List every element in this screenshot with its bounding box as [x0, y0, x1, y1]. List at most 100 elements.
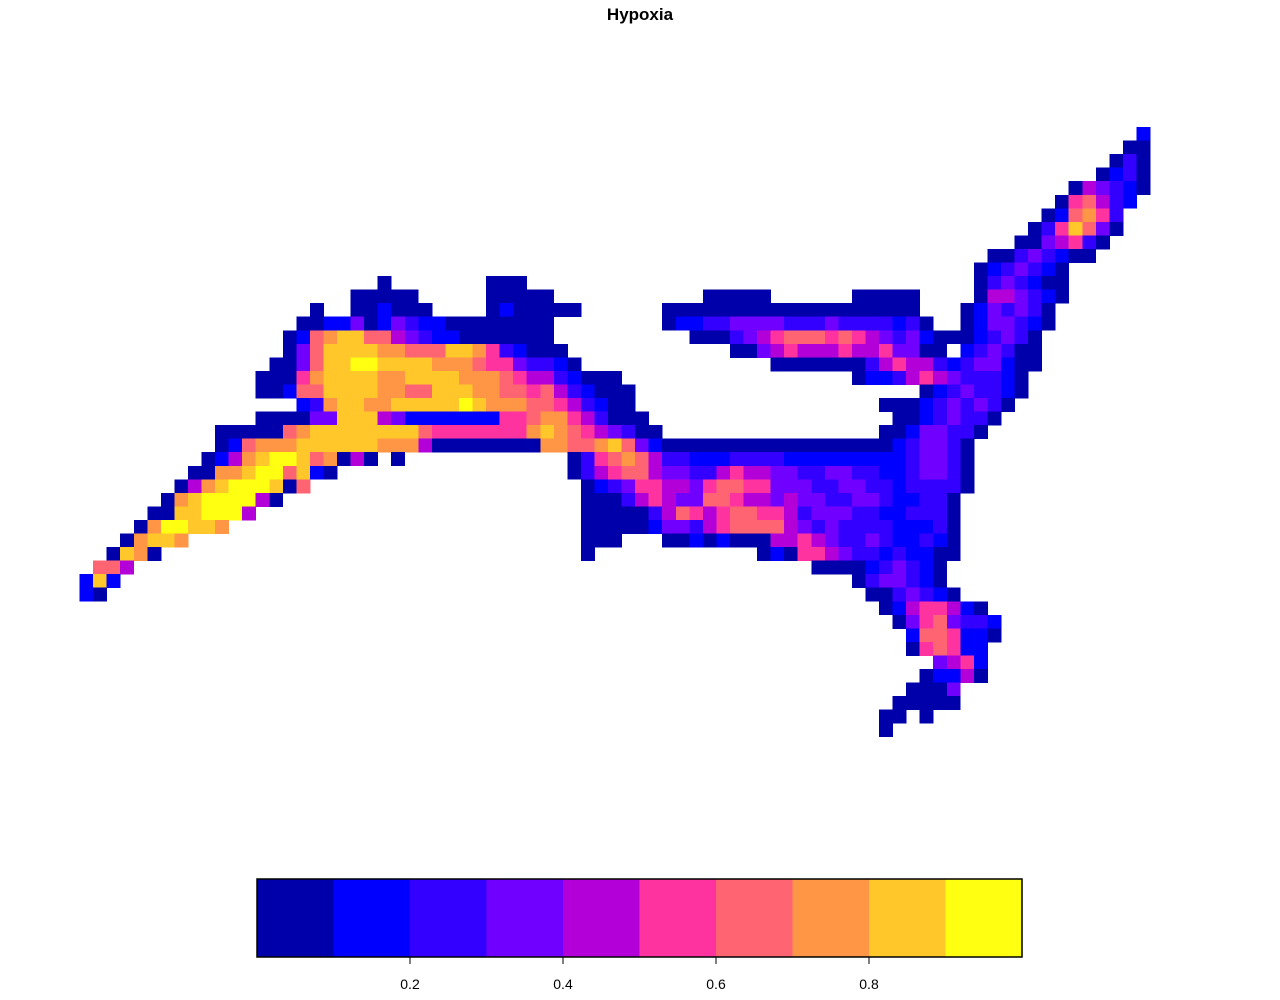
raster-cell [1122, 181, 1137, 196]
raster-cell [540, 330, 555, 345]
raster-cell [608, 533, 622, 548]
raster-cell [987, 411, 1002, 426]
raster-cell [838, 303, 853, 318]
raster-cell [797, 330, 812, 345]
raster-cell [879, 601, 893, 616]
raster-cell [431, 425, 446, 440]
raster-cell [906, 438, 921, 453]
raster-cell [973, 316, 988, 331]
raster-cell [486, 276, 500, 290]
raster-cell [689, 303, 704, 318]
raster-cell [567, 452, 582, 467]
raster-cell [540, 411, 555, 426]
raster-cell [892, 547, 907, 561]
raster-cell [946, 492, 961, 507]
raster-cell [1041, 276, 1056, 290]
raster-cell [770, 479, 785, 494]
raster-cell [621, 425, 636, 440]
raster-cell [675, 465, 690, 480]
raster-cell [296, 343, 311, 358]
raster-cell [1028, 330, 1042, 345]
raster-cell [242, 479, 257, 494]
raster-cell [431, 316, 446, 331]
raster-cell [242, 506, 257, 521]
raster-cell [865, 479, 880, 494]
legend-swatch [792, 879, 869, 957]
raster-cell [594, 438, 609, 453]
raster-cell [608, 411, 622, 426]
raster-cell [1041, 235, 1056, 250]
raster-cell [851, 343, 866, 358]
raster-cell [608, 398, 622, 412]
raster-cell [892, 370, 907, 385]
raster-cell [323, 370, 338, 385]
raster-cell [933, 384, 948, 399]
raster-cell [933, 506, 948, 521]
raster-cell [716, 465, 731, 480]
raster-cell [282, 479, 297, 494]
raster-cell [1028, 262, 1042, 277]
raster-cell [282, 411, 297, 426]
raster-cell [228, 425, 243, 440]
raster-cell [879, 357, 893, 372]
raster-cell [702, 316, 717, 331]
raster-cell [553, 370, 568, 385]
raster-cell [960, 438, 975, 453]
raster-cell [350, 438, 365, 453]
raster-cell [337, 357, 351, 372]
raster-cell [1136, 181, 1151, 196]
raster-cell [282, 370, 297, 385]
raster-cell [404, 384, 419, 399]
raster-cell [987, 384, 1002, 399]
raster-cell [282, 465, 297, 480]
raster-cell [282, 438, 297, 453]
raster-cell [946, 452, 961, 467]
raster-cell [702, 533, 717, 548]
raster-cell [770, 465, 785, 480]
raster-cell [635, 425, 650, 440]
raster-cell [377, 398, 392, 412]
raster-cell [526, 357, 541, 372]
raster-cell [702, 330, 717, 345]
raster-cell [906, 465, 921, 480]
raster-cell [689, 519, 704, 534]
raster-cell [675, 492, 690, 507]
raster-cell [458, 398, 473, 412]
raster-cell [580, 370, 595, 385]
raster-cell [201, 479, 216, 494]
raster-cell [757, 452, 771, 467]
raster-cell [621, 465, 636, 480]
raster-cell [702, 289, 717, 304]
raster-cell [418, 343, 433, 358]
raster-cell [1136, 140, 1151, 155]
raster-cell [567, 384, 582, 399]
raster-cell [933, 330, 948, 345]
raster-cell [906, 560, 921, 575]
raster-cell [811, 465, 826, 480]
raster-cell [350, 411, 365, 426]
raster-cell [851, 370, 866, 385]
raster-cell [1000, 303, 1015, 318]
raster-cell [960, 465, 975, 480]
raster-cell [323, 398, 338, 412]
raster-cell [1109, 154, 1124, 169]
raster-cell [716, 452, 731, 467]
raster-cell [526, 398, 541, 412]
raster-cell [743, 465, 758, 480]
raster-cell [797, 506, 812, 521]
raster-cell [580, 411, 595, 426]
raster-cell [364, 316, 379, 331]
raster-cell [580, 452, 595, 467]
raster-cell [770, 547, 785, 561]
raster-cell [906, 492, 921, 507]
raster-cell [811, 452, 826, 467]
legend-swatch [333, 879, 410, 957]
raster-cell [269, 479, 284, 494]
raster-cell [269, 425, 284, 440]
raster-cell [987, 330, 1002, 345]
raster-cell [811, 316, 826, 331]
raster-cell [865, 303, 880, 318]
raster-cell [309, 316, 324, 331]
raster-cell [296, 398, 311, 412]
raster-cell [960, 357, 975, 372]
